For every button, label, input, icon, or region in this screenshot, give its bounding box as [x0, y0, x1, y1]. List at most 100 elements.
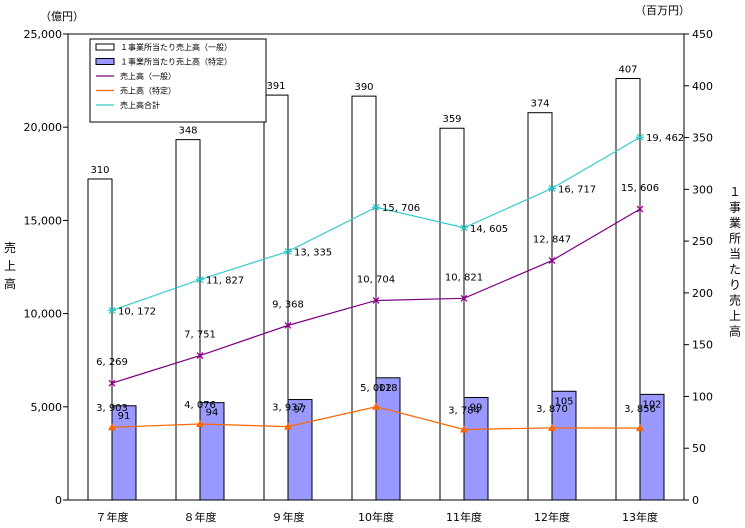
left-tick-label: 15,000 — [24, 214, 63, 227]
line-sales-general-marker — [460, 294, 468, 303]
bar-general — [351, 95, 377, 501]
right-tick-label: 50 — [692, 442, 706, 455]
bar-general-value-label: 374 — [530, 99, 549, 110]
bar-general-value-label: 348 — [178, 126, 197, 137]
left-tick-label: 5,000 — [31, 401, 63, 414]
right-axis-title: １事業所当たり売上高 — [729, 185, 741, 339]
line-sales-specified-value-label: 5, 002 — [360, 383, 392, 394]
line-sales-total-marker — [636, 133, 644, 141]
bar-general — [615, 78, 641, 501]
legend-label: 売上高（一般） — [120, 71, 176, 81]
right-tick-label: 250 — [692, 235, 713, 248]
bar-specified-value-label: 91 — [118, 411, 131, 422]
right-axis-unit: （百万円） — [635, 4, 690, 17]
line-sales-general-value-label: 7, 751 — [184, 330, 216, 341]
left-tick-label: 20,000 — [24, 121, 63, 134]
line-sales-specified-value-label: 3, 856 — [624, 404, 656, 415]
bar-specified-value-label: 102 — [642, 399, 661, 410]
bar-specified — [551, 390, 577, 501]
line-sales-total-marker — [108, 306, 116, 314]
bar-specified — [375, 377, 401, 501]
bar-general-value-label: 310 — [90, 165, 109, 176]
line-sales-total-value-label: 11, 827 — [206, 276, 244, 287]
legend-label: １事業所当たり売上高（特定） — [120, 57, 232, 67]
line-sales-total-value-label: 15, 706 — [382, 203, 420, 214]
line-sales-general-marker — [636, 205, 644, 214]
left-tick-label: 25,000 — [24, 28, 63, 41]
line-sales-general-marker — [372, 296, 380, 305]
bar-general-value-label: 407 — [618, 65, 637, 76]
bar-specified-value-label: 99 — [470, 402, 483, 413]
line-sales-total-marker — [548, 184, 556, 192]
line-sales-specified-marker — [636, 424, 644, 432]
legend-label: 売上高（特定） — [120, 86, 176, 96]
line-sales-specified-marker — [284, 422, 292, 430]
bar-specified-value-label: 118 — [378, 383, 397, 394]
x-category-label: 12年度 — [534, 510, 570, 524]
line-sales-specified-value-label: 3, 937 — [272, 403, 304, 414]
line-sales-general-marker — [284, 321, 292, 330]
legend: １事業所当たり売上高（一般） １事業所当たり売上高（特定） 売上高（一般） 売上高（特… — [89, 38, 267, 123]
legend-swatch-bar-general — [95, 43, 115, 51]
legend-label: 売上高合計 — [120, 100, 160, 110]
line-sales-general-marker — [548, 256, 556, 265]
bar-general — [87, 178, 113, 501]
line-sales-total-value-label: 16, 717 — [558, 184, 596, 195]
line-sales-specified-value-label: 3, 870 — [536, 404, 568, 415]
left-tick-label: 10,000 — [24, 308, 63, 321]
bar-specified — [287, 399, 313, 501]
line-sales-total-value-label: 10, 172 — [118, 306, 156, 317]
line-sales-total-marker — [284, 248, 292, 255]
x-category-label: 13年度 — [622, 510, 658, 524]
legend-swatch-bar-specified — [95, 58, 115, 65]
right-tick-label: 150 — [692, 339, 713, 352]
line-sales-total-value-label: 14, 605 — [470, 224, 508, 235]
bar-specified — [639, 393, 665, 501]
x-category-label: ８年度 — [184, 510, 217, 524]
legend-label: １事業所当たり売上高（一般） — [120, 42, 232, 52]
bar-general-value-label: 359 — [442, 114, 461, 125]
bar-specified — [111, 405, 137, 501]
right-tick-label: 350 — [692, 132, 713, 145]
bar-specified-value-label: 105 — [554, 396, 573, 407]
x-category-label: ７年度 — [96, 510, 129, 524]
bar-specified-value-label: 94 — [206, 408, 219, 419]
line-sales-specified-value-label: 3, 903 — [96, 403, 128, 414]
legend-box — [89, 38, 267, 123]
line-sales-specified-value-label: 3, 784 — [448, 405, 480, 416]
x-category-label: 11年度 — [446, 510, 482, 524]
line-sales-total-value-label: 19, 462 — [646, 133, 684, 144]
left-tick-label: 0 — [55, 494, 62, 507]
line-sales-general-marker — [108, 379, 116, 388]
right-tick-label: 200 — [692, 287, 713, 300]
bar-general — [439, 127, 465, 501]
line-sales-specified-marker — [548, 423, 556, 431]
line-sales-general-value-label: 9, 368 — [272, 299, 304, 310]
right-tick-label: 400 — [692, 80, 713, 93]
x-category-label: 10年度 — [358, 510, 394, 524]
line-sales-general-value-label: 6, 269 — [96, 357, 128, 368]
line-sales-general-marker — [196, 351, 204, 360]
line-sales-general-value-label: 15, 606 — [621, 183, 659, 194]
right-tick-label: 450 — [692, 28, 713, 41]
left-axis-unit: （億円） — [40, 10, 84, 23]
line-sales-specified-marker — [108, 423, 116, 431]
line-sales-total-marker — [372, 203, 380, 211]
bar-general — [527, 112, 553, 501]
line-sales-general-value-label: 10, 704 — [357, 274, 395, 285]
line-sales-total-marker — [460, 224, 468, 232]
bar-general-value-label: 391 — [266, 81, 285, 92]
bar-specified — [199, 402, 225, 501]
line-sales-total-marker — [196, 276, 204, 283]
line-sales-specified-marker — [372, 402, 380, 410]
line-sales-specified-marker — [196, 420, 204, 428]
right-tick-label: 300 — [692, 183, 713, 196]
bar-specified — [463, 396, 489, 501]
right-tick-label: 0 — [692, 494, 699, 507]
right-tick-label: 100 — [692, 390, 713, 403]
bar-specified-value-label: 97 — [294, 405, 307, 416]
line-sales-specified-marker — [460, 425, 468, 433]
left-axis-title: 売上高 — [4, 240, 16, 291]
line-sales-general-value-label: 12, 847 — [533, 235, 571, 246]
